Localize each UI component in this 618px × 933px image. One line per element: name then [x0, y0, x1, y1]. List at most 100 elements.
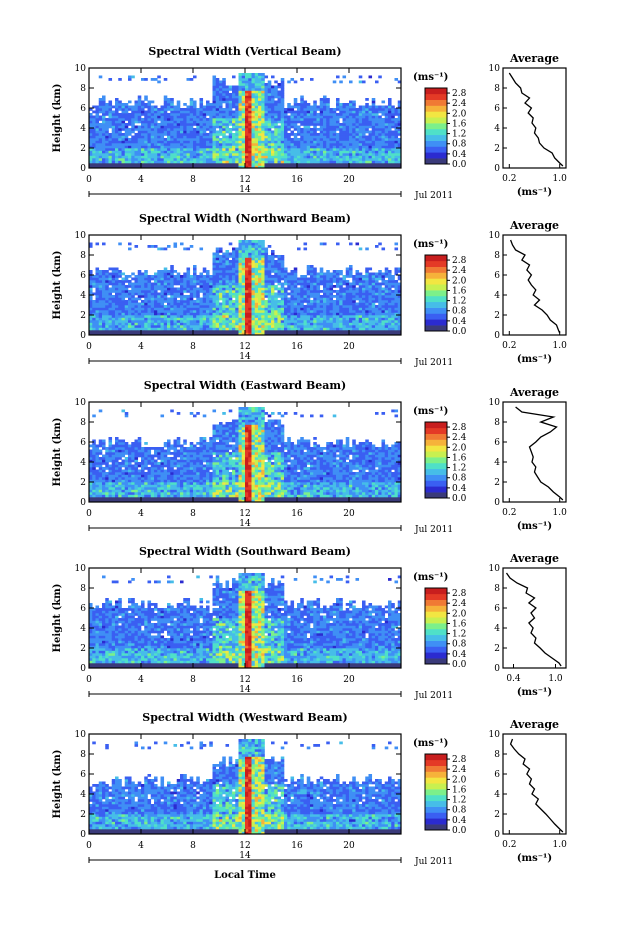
heatmap-cell: [287, 280, 291, 283]
heatmap-cell: [252, 245, 256, 248]
heatmap-cell: [291, 148, 295, 151]
heatmap-cell: [359, 113, 363, 116]
heatmap-cell: [372, 158, 376, 161]
heatmap-cell: [96, 275, 100, 278]
heatmap-cell: [141, 323, 145, 326]
heatmap-cell: [248, 133, 252, 136]
heatmap-cell: [144, 131, 148, 134]
heatmap-cell: [167, 98, 171, 101]
heatmap-cell: [216, 280, 220, 283]
heatmap-cell: [304, 121, 308, 124]
heatmap-cell: [313, 300, 317, 303]
heatmap-cell: [395, 161, 399, 164]
heatmap-cell: [157, 156, 161, 159]
heatmap-cell: [239, 101, 243, 104]
heatmap-cell: [154, 303, 158, 306]
heatmap-cell: [203, 106, 207, 109]
heatmap-cell: [216, 96, 220, 99]
heatmap-cell: [112, 300, 116, 303]
heatmap-cell: [278, 93, 282, 96]
heatmap-cell: [226, 275, 230, 278]
heatmap-cell: [378, 151, 382, 154]
heatmap-cell: [222, 303, 226, 306]
heatmap-cell: [151, 131, 155, 134]
heatmap-cell: [118, 308, 122, 311]
heatmap-cell: [219, 313, 223, 316]
heatmap-cell: [131, 300, 135, 303]
heatmap-cell: [144, 141, 148, 144]
heatmap-cell: [219, 323, 223, 326]
heatmap-cell: [271, 93, 275, 96]
heatmap-cell: [310, 138, 314, 141]
heatmap-cell: [213, 113, 217, 116]
heatmap-cell: [157, 323, 161, 326]
heatmap-cell: [164, 123, 168, 126]
heatmap-cell: [222, 86, 226, 89]
heatmap-cell: [222, 315, 226, 318]
heatmap-cell: [284, 318, 288, 321]
heatmap-cell: [320, 290, 324, 293]
heatmap-cell: [203, 290, 207, 293]
heatmap-cell: [190, 151, 194, 154]
heatmap-cell: [105, 138, 109, 141]
heatmap-cell: [157, 153, 161, 156]
heatmap-cell: [128, 116, 132, 119]
heatmap-cell: [326, 300, 330, 303]
heatmap-cell: [310, 278, 314, 281]
heatmap-cell: [190, 141, 194, 144]
heatmap-cell: [287, 328, 291, 331]
heatmap-cell: [125, 313, 129, 316]
heatmap-cell: [144, 288, 148, 291]
heatmap-cell: [281, 325, 285, 328]
heatmap-cell: [229, 283, 233, 286]
heatmap-cell: [313, 123, 317, 126]
heatmap-cell: [92, 308, 96, 311]
heatmap-cell: [128, 141, 132, 144]
heatmap-cell: [294, 328, 298, 331]
heatmap-cell: [190, 303, 194, 306]
heatmap-cell: [216, 93, 220, 96]
heatmap-cell: [213, 265, 217, 268]
heatmap-cell: [92, 111, 96, 114]
heatmap-cell: [291, 313, 295, 316]
heatmap-cell: [112, 288, 116, 291]
heatmap-cell: [261, 113, 265, 116]
heatmap-cell: [336, 323, 340, 326]
heatmap-cell: [200, 308, 204, 311]
heatmap-cell: [239, 158, 243, 161]
heatmap-cell: [200, 315, 204, 318]
heatmap-cell: [294, 128, 298, 131]
heatmap-cell: [274, 280, 278, 283]
heatmap-cell: [183, 128, 187, 131]
heatmap-cell: [222, 328, 226, 331]
heatmap-cell: [271, 131, 275, 134]
heatmap-cell: [388, 123, 392, 126]
heatmap-cell: [339, 146, 343, 149]
heatmap-cell: [323, 133, 327, 136]
heatmap-cell: [294, 126, 298, 129]
heatmap-cell: [193, 293, 197, 296]
heatmap-cell: [141, 325, 145, 328]
heatmap-cell: [352, 128, 356, 131]
heatmap-cell: [151, 323, 155, 326]
heatmap-cell: [248, 273, 252, 276]
heatmap-cell: [313, 128, 317, 131]
heatmap-cell: [300, 285, 304, 288]
heatmap-cell: [232, 76, 236, 79]
heatmap-cell: [125, 141, 129, 144]
heatmap-cell: [343, 313, 347, 316]
heatmap-cell: [122, 310, 126, 313]
heatmap-cell: [252, 303, 256, 306]
heatmap-cell: [258, 293, 262, 296]
heatmap-cell: [362, 156, 366, 159]
heatmap-cell: [170, 108, 174, 111]
heatmap-cell: [187, 106, 191, 109]
heatmap-cell: [317, 300, 321, 303]
heatmap-cell: [313, 156, 317, 159]
heatmap-cell: [343, 116, 347, 119]
heatmap-cell: [255, 133, 259, 136]
heatmap-cell: [297, 295, 301, 298]
heatmap-cell: [226, 86, 230, 89]
heatmap-cell: [128, 156, 132, 159]
heatmap-cell: [177, 280, 181, 283]
